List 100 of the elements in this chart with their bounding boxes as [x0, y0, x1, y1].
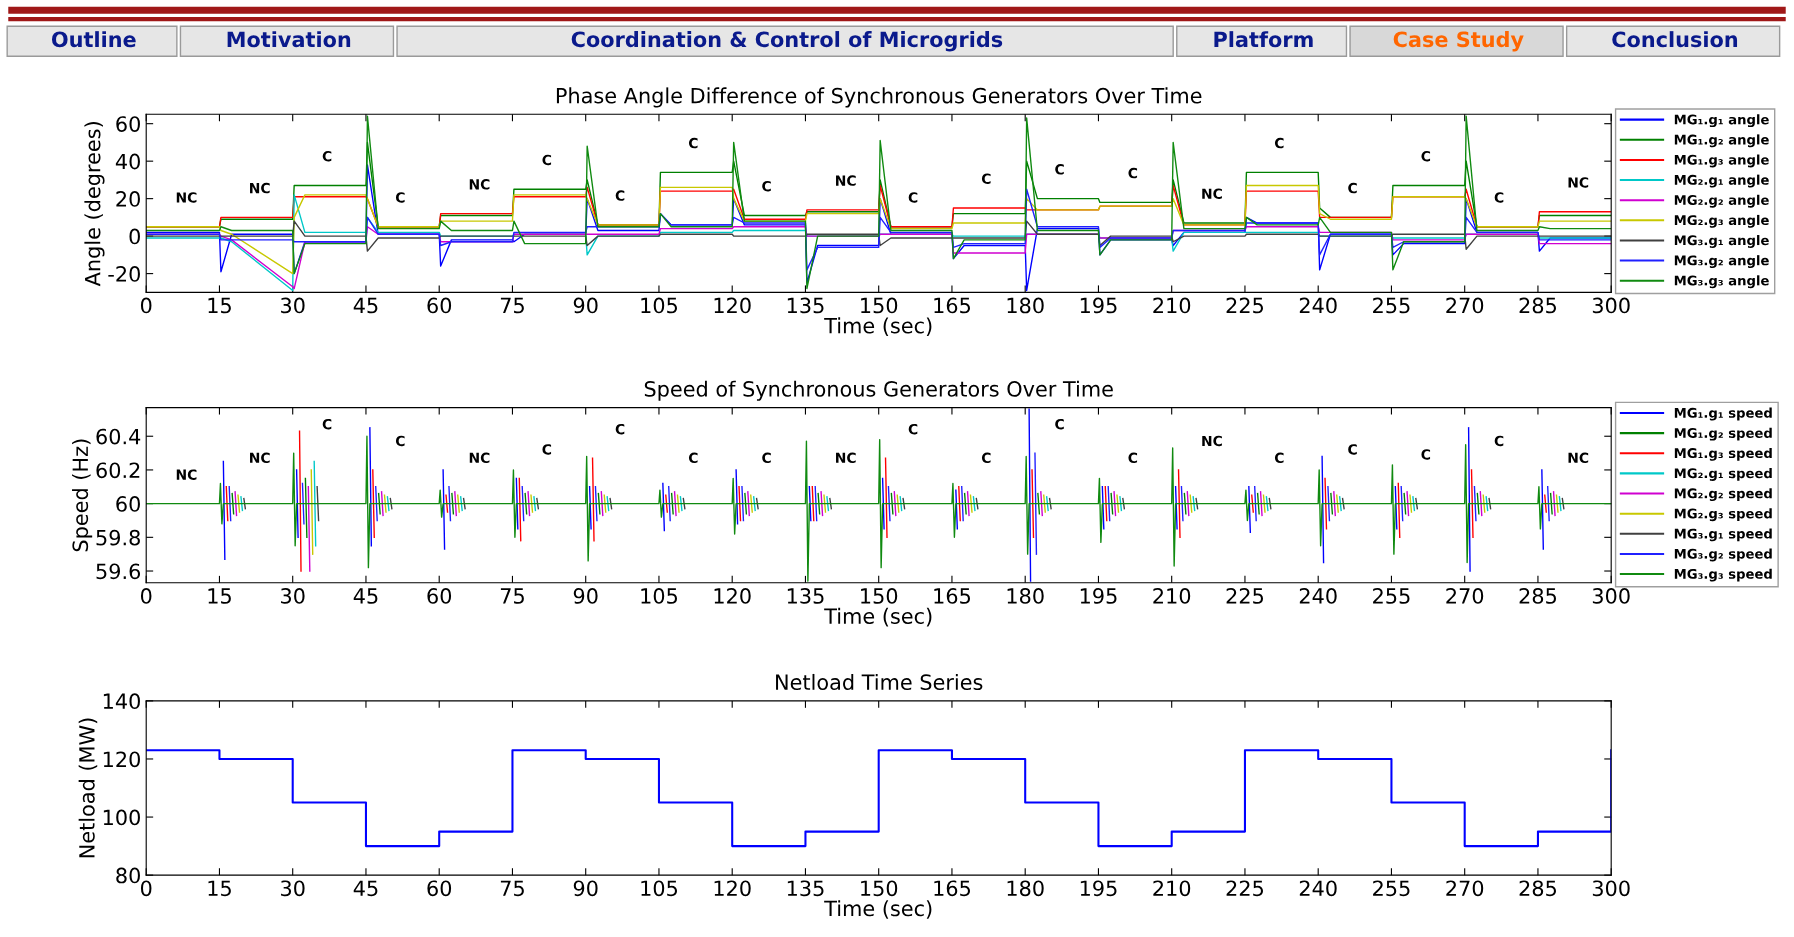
x-tick-label: 255	[1373, 588, 1410, 604]
legend-label: MG₁.g₂ angle	[1674, 134, 1769, 148]
x-tick-label: 105	[641, 588, 678, 604]
x-tick-label: 90	[573, 297, 598, 314]
y-tick-label: 120	[103, 751, 140, 768]
x-tick-label: 240	[1299, 588, 1337, 604]
y-tick-label: 60.4	[96, 428, 141, 445]
annotation: C	[1494, 192, 1504, 203]
x-tick-label: 75	[500, 588, 524, 604]
x-tick-label: 270	[1446, 297, 1484, 314]
x-tick-label: 300	[1592, 880, 1630, 897]
x-tick-label: 15	[208, 588, 231, 604]
x-tick-label: 30	[281, 588, 305, 604]
annotation: NC	[469, 452, 490, 464]
x-tick-label: 90	[573, 880, 598, 897]
annotation: C	[1494, 435, 1504, 447]
annotation: C	[615, 423, 625, 435]
x-tick-label: 180	[1007, 297, 1044, 314]
x-tick-label: 210	[1153, 588, 1191, 604]
y-tick-label: 140	[103, 693, 140, 710]
annotation: NC	[176, 469, 197, 480]
x-tick-label: 75	[500, 880, 524, 897]
x-tick-label: 225	[1226, 880, 1264, 897]
x-tick-label: 240	[1299, 880, 1337, 897]
annotation: NC	[250, 182, 270, 194]
x-tick-label: 0	[140, 880, 152, 897]
annotation: NC	[250, 452, 270, 464]
annotation: C	[908, 423, 918, 435]
legend-label: MG₂.g₁ speed	[1674, 468, 1772, 481]
y-tick-label: 40	[115, 153, 140, 170]
legend-label: MG₁.g₁ angle	[1674, 114, 1769, 128]
x-tick-label: 30	[281, 297, 305, 314]
annotation: C	[762, 452, 771, 464]
x-tick-label: 45	[353, 880, 378, 897]
x-tick-label: 165	[934, 880, 971, 897]
x-tick-label: 0	[140, 297, 152, 314]
chart-title: Phase Angle Difference of Synchronous Generators Over Time	[556, 87, 1202, 108]
annotation: C	[908, 192, 918, 203]
legend-label: MG₃.g₁ speed	[1674, 528, 1772, 542]
annotation: C	[1421, 449, 1431, 460]
legend-label: MG₂.g₃ angle	[1674, 214, 1769, 228]
annotation: NC	[836, 452, 856, 464]
x-tick-label: 255	[1373, 880, 1410, 897]
x-tick-label: 150	[861, 588, 898, 604]
annotation: C	[322, 150, 332, 162]
text: Case Study	[1393, 31, 1524, 52]
x-tick-label: 15	[208, 297, 231, 314]
x-tick-label: 225	[1226, 297, 1264, 314]
x-tick-label: 90	[573, 588, 598, 604]
x-tick-label: 0	[140, 588, 152, 604]
x-tick-label: 150	[861, 880, 898, 897]
x-tick-label: 135	[787, 297, 824, 314]
annotation: NC	[1202, 188, 1222, 199]
x-tick-label: 180	[1007, 880, 1044, 897]
x-tick-label: 30	[281, 880, 305, 897]
x-tick-label: 270	[1446, 588, 1484, 604]
x-tick-label: 285	[1519, 588, 1556, 604]
line-series	[146, 115, 1612, 290]
legend-label: MG₁.g₁ speed	[1674, 407, 1772, 421]
legend-label: MG₁.g₂ speed	[1674, 427, 1772, 441]
x-axis-title: Time (sec)	[824, 900, 932, 919]
legend-label: MG₁.g₃ angle	[1674, 154, 1769, 168]
x-tick-label: 120	[714, 880, 751, 897]
y-tick-label: 100	[103, 809, 140, 826]
annotation: C	[1128, 452, 1138, 464]
annotation: C	[615, 190, 625, 201]
text: Conclusion	[1612, 31, 1738, 48]
x-tick-label: 255	[1373, 297, 1410, 314]
y-tick-label: 60	[116, 496, 140, 512]
legend-label: MG₂.g₃ speed	[1674, 508, 1772, 522]
y-tick-label: -20	[108, 266, 140, 282]
y-tick-label: 60	[116, 116, 140, 132]
x-tick-label: 210	[1153, 297, 1191, 314]
x-tick-label: 240	[1299, 297, 1337, 314]
x-tick-label: 105	[641, 880, 678, 897]
y-axis-title: Speed (Hz)	[72, 439, 93, 552]
annotation: NC	[176, 192, 197, 203]
x-tick-label: 210	[1153, 880, 1191, 897]
annotation: C	[542, 444, 552, 455]
x-tick-label: 285	[1519, 297, 1556, 314]
x-tick-label: 195	[1080, 880, 1117, 897]
x-axis-title: Time (sec)	[824, 607, 932, 627]
legend-label: MG₃.g₂ speed	[1674, 548, 1772, 562]
x-tick-label: 60	[427, 588, 452, 604]
x-tick-label: 165	[934, 588, 971, 604]
annotation: NC	[836, 175, 856, 186]
annotation: C	[1274, 452, 1284, 464]
y-tick-label: 80	[116, 867, 140, 884]
y-tick-label: 60.2	[96, 462, 140, 479]
legend-label: MG₂.g₂ speed	[1674, 488, 1772, 502]
chart-title: Speed of Synchronous Generators Over Time	[644, 380, 1113, 401]
annotation: C	[1421, 150, 1431, 162]
x-tick-label: 135	[787, 588, 824, 604]
x-tick-label: 45	[353, 297, 378, 314]
x-tick-label: 285	[1519, 880, 1556, 897]
line-series	[146, 220, 1612, 252]
x-tick-label: 15	[208, 880, 231, 897]
x-axis-title: Time (sec)	[824, 317, 932, 336]
x-tick-label: 180	[1007, 588, 1044, 604]
y-axis-title: Angle (degrees)	[84, 122, 105, 287]
